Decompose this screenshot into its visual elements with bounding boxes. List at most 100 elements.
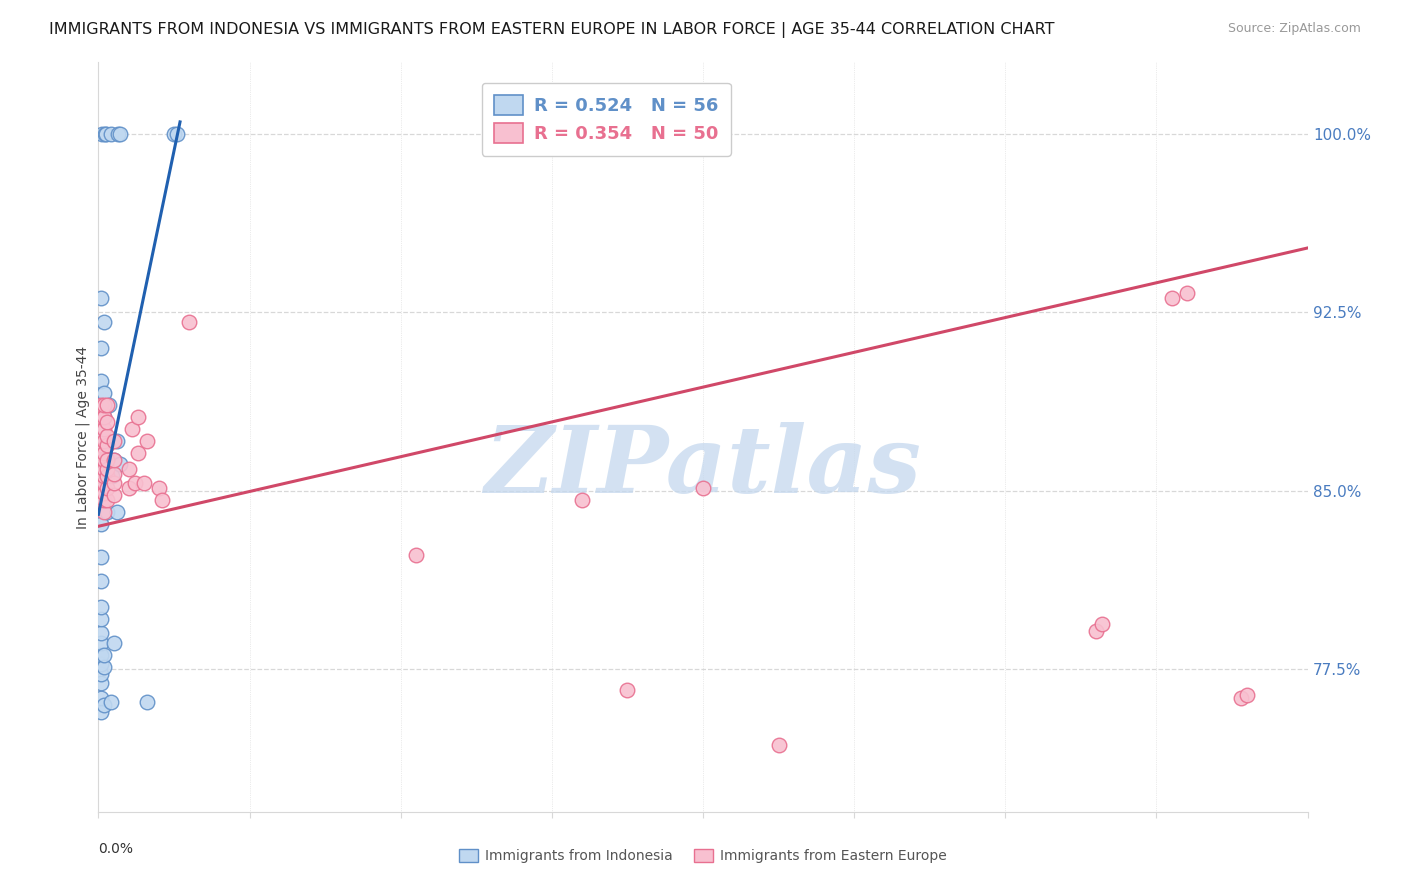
Point bbox=[90, 493, 112, 508]
Point bbox=[103, 467, 125, 481]
Point bbox=[90, 705, 112, 719]
Point bbox=[93, 476, 115, 491]
Point bbox=[90, 291, 112, 305]
Point bbox=[105, 434, 128, 448]
Point bbox=[90, 398, 112, 412]
Point bbox=[93, 698, 115, 712]
Point bbox=[98, 398, 121, 412]
Point bbox=[93, 505, 115, 519]
Point bbox=[90, 452, 112, 467]
Point bbox=[93, 434, 115, 448]
Point bbox=[135, 434, 157, 448]
Point bbox=[90, 612, 112, 626]
Point bbox=[103, 488, 125, 502]
Point bbox=[96, 434, 118, 448]
Point bbox=[768, 738, 790, 752]
Point bbox=[90, 438, 112, 452]
Point bbox=[91, 483, 114, 498]
Point bbox=[163, 127, 186, 141]
Point bbox=[103, 434, 125, 448]
Point bbox=[93, 434, 115, 448]
Point bbox=[93, 422, 115, 436]
Point bbox=[100, 695, 122, 709]
Point bbox=[108, 127, 131, 141]
Point bbox=[90, 657, 112, 672]
Point bbox=[93, 398, 115, 412]
Point bbox=[96, 455, 118, 469]
Point bbox=[96, 469, 118, 483]
Point bbox=[127, 409, 149, 424]
Point bbox=[90, 462, 112, 476]
Point bbox=[107, 127, 129, 141]
Point bbox=[90, 419, 112, 434]
Point bbox=[93, 648, 115, 662]
Point bbox=[121, 422, 143, 436]
Text: 0.0%: 0.0% bbox=[98, 842, 134, 856]
Point bbox=[96, 462, 118, 476]
Point bbox=[90, 374, 112, 388]
Point bbox=[135, 695, 157, 709]
Point bbox=[91, 127, 114, 141]
Point bbox=[96, 469, 118, 483]
Point bbox=[90, 445, 112, 459]
Point bbox=[101, 469, 124, 483]
Point bbox=[103, 476, 125, 491]
Point bbox=[93, 659, 115, 673]
Point bbox=[166, 127, 188, 141]
Point bbox=[571, 493, 593, 508]
Point bbox=[105, 505, 128, 519]
Point bbox=[90, 409, 112, 424]
Text: Source: ZipAtlas.com: Source: ZipAtlas.com bbox=[1227, 22, 1361, 36]
Point bbox=[127, 445, 149, 459]
Point bbox=[1160, 291, 1182, 305]
Point bbox=[1236, 688, 1258, 702]
Point bbox=[94, 127, 117, 141]
Point bbox=[90, 574, 112, 588]
Point bbox=[90, 341, 112, 355]
Point bbox=[91, 465, 114, 479]
Point bbox=[93, 469, 115, 483]
Point bbox=[103, 452, 125, 467]
Point bbox=[1230, 690, 1253, 705]
Point bbox=[90, 495, 112, 509]
Point bbox=[96, 493, 118, 508]
Point bbox=[93, 486, 115, 500]
Point bbox=[692, 481, 714, 495]
Point bbox=[93, 386, 115, 401]
Point bbox=[94, 127, 117, 141]
Text: ZIPatlas: ZIPatlas bbox=[485, 422, 921, 512]
Point bbox=[93, 409, 115, 424]
Point bbox=[90, 676, 112, 690]
Point bbox=[90, 690, 112, 705]
Point bbox=[96, 481, 118, 495]
Point bbox=[405, 548, 427, 562]
Point bbox=[1175, 286, 1198, 301]
Point bbox=[90, 666, 112, 681]
Point bbox=[108, 458, 131, 472]
Point bbox=[1091, 616, 1114, 631]
Point bbox=[90, 445, 112, 459]
Point bbox=[93, 455, 115, 469]
Y-axis label: In Labor Force | Age 35-44: In Labor Force | Age 35-44 bbox=[76, 345, 90, 529]
Point bbox=[90, 516, 112, 531]
Point bbox=[90, 469, 112, 483]
Point bbox=[96, 415, 118, 429]
Point bbox=[90, 636, 112, 650]
Point bbox=[132, 476, 155, 491]
Text: IMMIGRANTS FROM INDONESIA VS IMMIGRANTS FROM EASTERN EUROPE IN LABOR FORCE | AGE: IMMIGRANTS FROM INDONESIA VS IMMIGRANTS … bbox=[49, 22, 1054, 38]
Point bbox=[93, 469, 115, 483]
Point bbox=[93, 462, 115, 476]
Point bbox=[96, 452, 118, 467]
Point bbox=[100, 127, 122, 141]
Point bbox=[179, 315, 201, 329]
Point bbox=[90, 467, 112, 481]
Point bbox=[96, 429, 118, 443]
Point bbox=[93, 493, 115, 508]
Point bbox=[93, 445, 115, 459]
Point bbox=[96, 438, 118, 452]
Point bbox=[90, 648, 112, 662]
Point bbox=[118, 481, 141, 495]
Point bbox=[103, 452, 125, 467]
Point bbox=[148, 481, 170, 495]
Point bbox=[150, 493, 173, 508]
